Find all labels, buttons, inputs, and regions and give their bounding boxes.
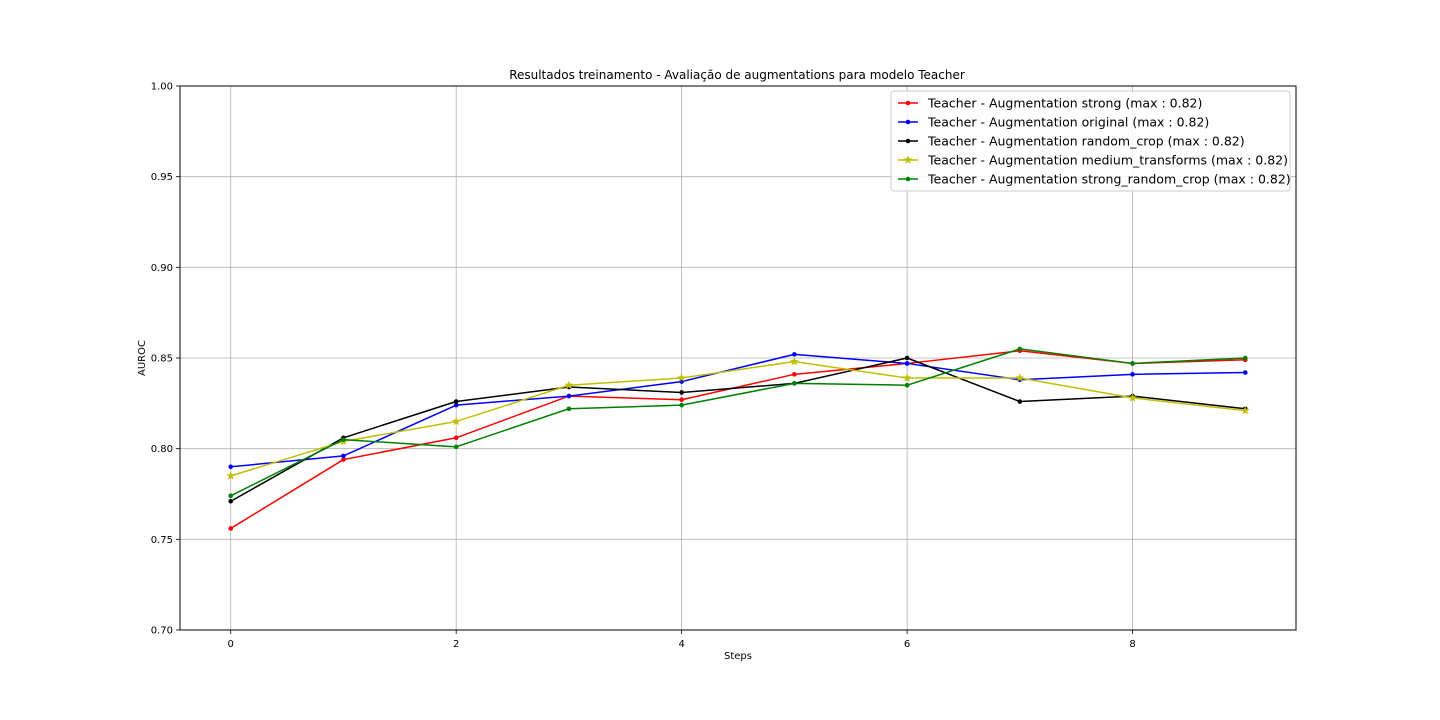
x-tick-label: 8	[1129, 639, 1135, 650]
x-tick-label: 6	[904, 639, 910, 650]
data-point	[792, 352, 797, 357]
data-point	[792, 372, 797, 377]
data-point	[905, 383, 910, 388]
x-tick-label: 0	[228, 639, 234, 650]
series-2	[228, 356, 1247, 504]
legend-marker	[906, 101, 911, 106]
y-tick-label: 0.80	[151, 444, 173, 455]
y-tick-label: 0.90	[151, 263, 173, 274]
data-point	[228, 494, 233, 499]
legend: Teacher - Augmentation strong (max : 0.8…	[891, 91, 1291, 191]
legend-label: Teacher - Augmentation strong_random_cro…	[927, 172, 1291, 187]
legend-marker	[906, 120, 911, 125]
legend-label: Teacher - Augmentation random_crop (max …	[927, 134, 1245, 149]
y-tick-label: 1.00	[151, 82, 173, 93]
data-point	[791, 358, 799, 365]
data-point	[679, 397, 684, 402]
series-layer	[227, 347, 1249, 531]
x-axis-label: Steps	[724, 651, 752, 662]
data-point	[1018, 399, 1023, 404]
data-point	[905, 361, 910, 366]
series-line	[231, 354, 1246, 466]
legend-label: Teacher - Augmentation original (max : 0…	[927, 115, 1209, 130]
data-point	[341, 454, 346, 459]
y-tick-label: 0.75	[151, 535, 173, 546]
series-line	[231, 362, 1246, 476]
data-point	[679, 403, 684, 408]
legend-marker	[906, 177, 911, 182]
chart-title: Resultados treinamento - Avaliação de au…	[509, 68, 965, 82]
data-point	[1130, 361, 1135, 366]
legend-label: Teacher - Augmentation strong (max : 0.8…	[927, 96, 1202, 111]
data-point	[905, 356, 910, 361]
series-line	[231, 358, 1246, 501]
legend-marker	[906, 139, 911, 144]
y-tick-label: 0.70	[151, 626, 173, 637]
data-point	[567, 406, 572, 411]
data-point	[228, 526, 233, 531]
data-point	[454, 435, 459, 440]
x-tick-label: 4	[678, 639, 684, 650]
data-point	[454, 445, 459, 450]
data-point	[454, 399, 459, 404]
series-line	[231, 351, 1246, 529]
legend-label: Teacher - Augmentation medium_transforms…	[927, 153, 1288, 168]
series-line	[231, 349, 1246, 496]
y-tick-label: 0.95	[151, 172, 173, 183]
x-tick-label: 2	[453, 639, 459, 650]
data-point	[567, 394, 572, 399]
y-axis-label: AUROC	[137, 340, 148, 376]
data-point	[341, 437, 346, 442]
data-point	[792, 381, 797, 386]
data-point	[228, 499, 233, 504]
data-point	[679, 390, 684, 395]
data-point	[1018, 347, 1023, 352]
data-point	[1241, 407, 1249, 414]
data-point	[1243, 356, 1248, 361]
data-point	[1243, 370, 1248, 375]
data-point	[1130, 372, 1135, 377]
y-tick-label: 0.85	[151, 354, 173, 365]
data-point	[228, 465, 233, 470]
